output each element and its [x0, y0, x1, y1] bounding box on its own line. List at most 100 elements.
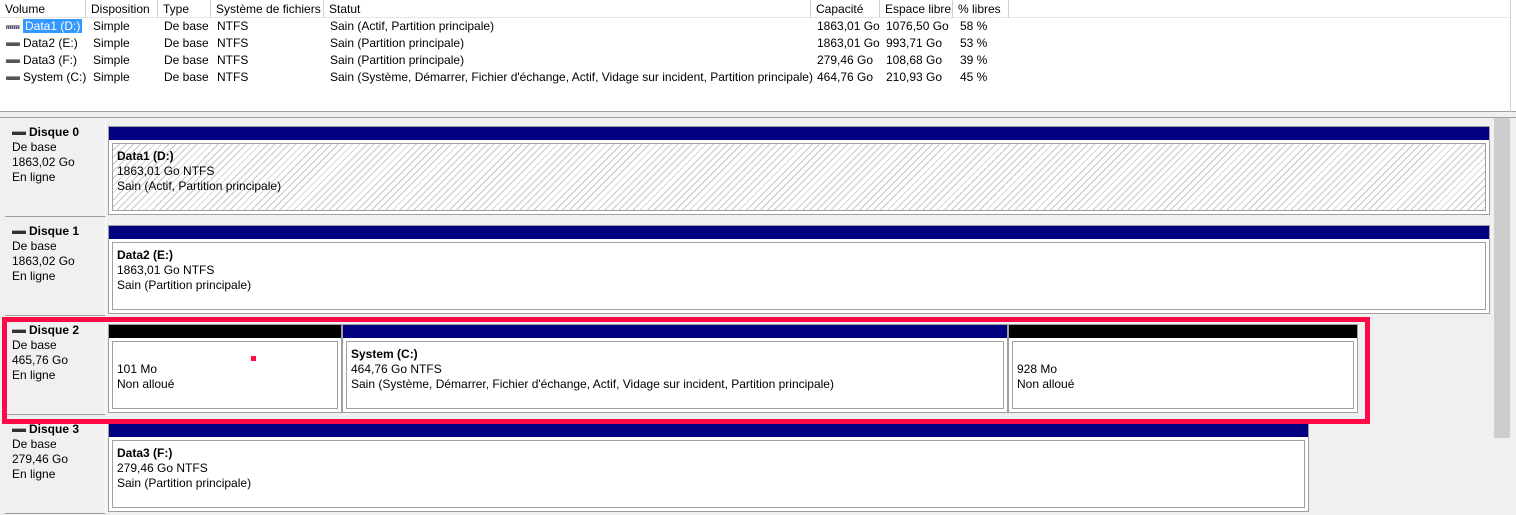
partition-status: Non alloué — [117, 377, 175, 391]
column-header-empty — [1009, 0, 1509, 18]
partition-status: Sain (Partition principale) — [117, 278, 252, 292]
column-header-percent-free[interactable]: % libres — [953, 0, 1009, 18]
disk-icon — [12, 229, 26, 234]
volume-status-cell[interactable]: Sain (Système, Démarrer, Fichier d'échan… — [330, 70, 813, 84]
disk-graphical-view: Disque 0 De base 1863,02 Go En ligne Dat… — [0, 118, 1494, 515]
disk-label[interactable]: Disque 3 De base 279,46 Go En ligne — [5, 417, 106, 514]
partition-body[interactable]: 101 Mo Non alloué — [112, 341, 338, 409]
volume-name-cell[interactable]: Data2 (E:) — [6, 35, 78, 52]
partition-size: 464,76 Go NTFS — [351, 362, 442, 376]
partition-type-bar — [109, 424, 1308, 437]
volume-name[interactable]: System (C:) — [23, 70, 87, 84]
column-header-capacity[interactable]: Capacité — [811, 0, 880, 18]
partition-body[interactable]: Data3 (F:) 279,46 Go NTFS Sain (Partitio… — [112, 440, 1305, 508]
volume-type-cell[interactable]: De base — [164, 36, 209, 50]
disk-type: De base — [12, 338, 57, 352]
volume-status-cell[interactable]: Sain (Partition principale) — [330, 53, 465, 67]
volume-pct-cell[interactable]: 39 % — [960, 53, 988, 67]
disk-label[interactable]: Disque 0 De base 1863,02 Go En ligne — [5, 120, 106, 217]
volume-name-cell[interactable]: System (C:) — [6, 69, 86, 86]
volume-name[interactable]: Data3 (F:) — [23, 53, 78, 67]
disk-label[interactable]: Disque 1 De base 1863,02 Go En ligne — [5, 219, 106, 316]
disk-size: 465,76 Go — [12, 353, 69, 367]
volume-icon — [6, 41, 20, 46]
volume-fs-cell[interactable]: NTFS — [217, 19, 249, 33]
column-header-disposition[interactable]: Disposition — [86, 0, 158, 18]
volume-pct-cell[interactable]: 45 % — [960, 70, 988, 84]
partition[interactable]: Data2 (E:) 1863,01 Go NTFS Sain (Partiti… — [108, 225, 1490, 314]
partition-size: 1863,01 Go NTFS — [117, 263, 215, 277]
partition-body[interactable]: Data1 (D:) 1863,01 Go NTFS Sain (Actif, … — [112, 143, 1486, 211]
volume-name[interactable]: Data2 (E:) — [23, 36, 78, 50]
volume-pct-cell[interactable]: 53 % — [960, 36, 988, 50]
cursor-marker — [251, 356, 256, 361]
volume-icon — [6, 58, 20, 63]
disk-name: Disque 2 — [12, 323, 98, 338]
disk-title: Disque 2 — [29, 323, 80, 337]
disk-title: Disque 3 — [29, 422, 80, 436]
partition-type-bar — [109, 127, 1489, 140]
partition[interactable]: Data1 (D:) 1863,01 Go NTFS Sain (Actif, … — [108, 126, 1490, 215]
partition-type-bar — [1009, 325, 1357, 338]
volume-name-cell[interactable]: Data1 (D:) — [6, 18, 83, 35]
unallocated-space[interactable]: 101 Mo Non alloué — [108, 324, 342, 413]
partition-size: 279,46 Go NTFS — [117, 461, 208, 475]
volume-capacity-cell[interactable]: 279,46 Go — [817, 53, 874, 67]
disk-name: Disque 0 — [12, 125, 98, 140]
volume-layout-cell[interactable]: Simple — [93, 53, 130, 67]
partition-body[interactable]: System (C:) 464,76 Go NTFS Sain (Système… — [346, 341, 1004, 409]
volume-capacity-cell[interactable]: 464,76 Go — [817, 70, 874, 84]
volume-capacity-cell[interactable]: 1863,01 Go — [817, 19, 880, 33]
volume-type-cell[interactable]: De base — [164, 53, 209, 67]
disk-icon — [12, 328, 26, 333]
volume-fs-cell[interactable]: NTFS — [217, 36, 249, 50]
volume-pct-cell[interactable]: 58 % — [960, 19, 988, 33]
column-header-free-space[interactable]: Espace libre — [880, 0, 953, 18]
unallocated-space[interactable]: 928 Mo Non alloué — [1008, 324, 1358, 413]
disk-size: 279,46 Go — [12, 452, 69, 466]
column-header-volume[interactable]: Volume — [0, 0, 86, 18]
column-header-type[interactable]: Type — [158, 0, 211, 18]
disk-title: Disque 1 — [29, 224, 80, 238]
partition-title: Data1 (D:) — [117, 149, 174, 163]
volume-status-cell[interactable]: Sain (Actif, Partition principale) — [330, 19, 495, 33]
partition[interactable]: Data3 (F:) 279,46 Go NTFS Sain (Partitio… — [108, 423, 1309, 512]
volume-free-cell[interactable]: 1076,50 Go — [886, 19, 949, 33]
partition-body[interactable]: Data2 (E:) 1863,01 Go NTFS Sain (Partiti… — [112, 242, 1486, 310]
volume-layout-cell[interactable]: Simple — [93, 70, 130, 84]
scrollbar-thumb[interactable] — [1494, 118, 1510, 438]
volume-name[interactable]: Data1 (D:) — [23, 19, 83, 33]
disk-state: En ligne — [12, 467, 56, 481]
column-header-filesystem[interactable]: Système de fichiers — [211, 0, 324, 18]
volume-layout-cell[interactable]: Simple — [93, 36, 130, 50]
volume-free-cell[interactable]: 993,71 Go — [886, 36, 943, 50]
volume-free-cell[interactable]: 210,93 Go — [886, 70, 943, 84]
disk-label[interactable]: Disque 2 De base 465,76 Go En ligne — [5, 318, 106, 415]
volume-list: Volume Disposition Type Système de fichi… — [0, 0, 1516, 112]
partition-status: Non alloué — [1017, 377, 1075, 391]
volume-type-cell[interactable]: De base — [164, 70, 209, 84]
highlight-box — [2, 317, 1370, 424]
volume-fs-cell[interactable]: NTFS — [217, 53, 249, 67]
volume-name-cell[interactable]: Data3 (F:) — [6, 52, 77, 69]
divider — [1510, 0, 1511, 112]
partition-status: Sain (Actif, Partition principale) — [117, 179, 282, 193]
disk-title: Disque 0 — [29, 125, 80, 139]
partition-body[interactable]: 928 Mo Non alloué — [1012, 341, 1354, 409]
partition[interactable]: System (C:) 464,76 Go NTFS Sain (Système… — [342, 324, 1008, 413]
volume-capacity-cell[interactable]: 1863,01 Go — [817, 36, 880, 50]
partition-size: 1863,01 Go NTFS — [117, 164, 215, 178]
volume-layout-cell[interactable]: Simple — [93, 19, 130, 33]
partition-title: Data2 (E:) — [117, 248, 174, 262]
partition-type-bar — [109, 226, 1489, 239]
disk-state: En ligne — [12, 170, 56, 184]
volume-icon — [6, 24, 20, 29]
disk-state: En ligne — [12, 368, 56, 382]
volume-status-cell[interactable]: Sain (Partition principale) — [330, 36, 465, 50]
volume-fs-cell[interactable]: NTFS — [217, 70, 249, 84]
volume-free-cell[interactable]: 108,68 Go — [886, 53, 943, 67]
pane-splitter[interactable] — [0, 112, 1516, 118]
volume-type-cell[interactable]: De base — [164, 19, 209, 33]
partition-status: Sain (Partition principale) — [117, 476, 252, 490]
column-header-status[interactable]: Statut — [324, 0, 811, 18]
